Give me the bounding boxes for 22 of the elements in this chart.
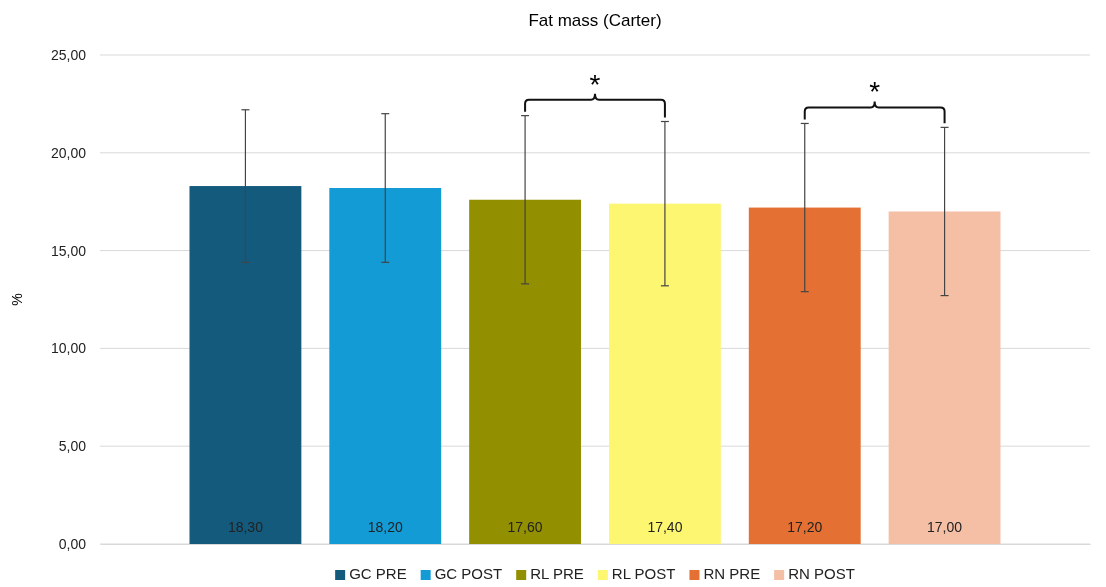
legend-label: GC POST [434, 565, 503, 582]
data-label: 17,60 [507, 519, 543, 535]
data-label: 18,20 [367, 519, 403, 535]
legend-label: RL POST [611, 565, 676, 582]
legend-label: GC PRE [349, 565, 407, 582]
y-tick-label: 5,00 [58, 438, 87, 455]
y-tick-label: 10,00 [50, 340, 87, 357]
legend-label: RN PRE [703, 565, 761, 582]
chart-title: Fat mass (Carter) [528, 11, 662, 30]
y-tick-label: 15,00 [50, 242, 87, 259]
data-label: 18,30 [227, 519, 264, 535]
y-tick-label: 25,00 [50, 46, 87, 63]
y-tick-label: 20,00 [50, 144, 87, 161]
data-label: 17,20 [787, 519, 823, 535]
y-tick-label: 0,00 [58, 535, 87, 552]
annotation: * [869, 76, 881, 108]
data-label: 17,40 [647, 519, 683, 535]
legend-label: RN POST [788, 565, 855, 582]
annotation: * [589, 68, 601, 100]
y-axis-title: % [9, 293, 25, 306]
legend-label: RL PRE [530, 565, 584, 582]
data-label: 17,00 [927, 519, 963, 535]
